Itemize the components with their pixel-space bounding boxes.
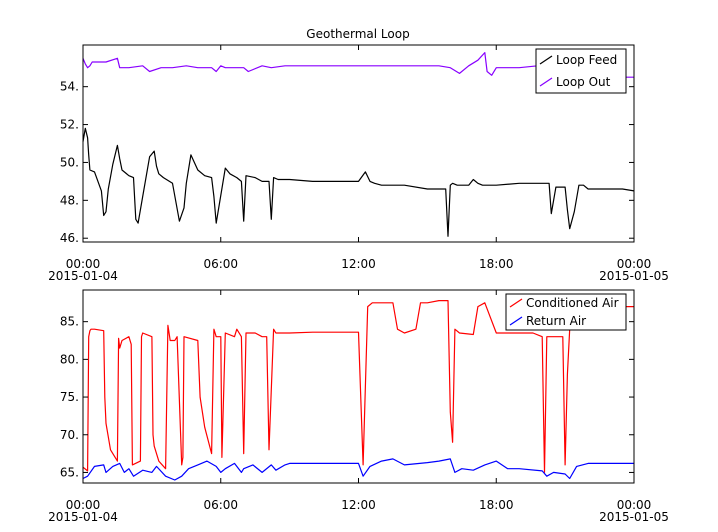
- x-tick-label: 18:00: [479, 498, 514, 512]
- x-tick-label: 00:00: [617, 498, 652, 512]
- x-date-label: 2015-01-04: [48, 510, 118, 524]
- x-tick-label: 12:00: [341, 257, 376, 271]
- y-tick-label: 65.: [60, 465, 79, 479]
- x-date-label: 2015-01-05: [599, 510, 669, 524]
- legend-swatch: [509, 298, 523, 308]
- y-tick-label: 50.: [60, 155, 79, 169]
- x-date-label: 2015-01-05: [599, 269, 669, 283]
- legend-swatch: [509, 316, 523, 326]
- y-tick-label: 80.: [60, 352, 79, 366]
- x-tick-label: 00:00: [617, 257, 652, 271]
- legend-swatch: [539, 77, 553, 87]
- legend-entry: Loop Feed: [556, 53, 617, 67]
- x-tick-label: 12:00: [341, 498, 376, 512]
- y-tick-label: 46.: [60, 231, 79, 245]
- legend-swatch: [539, 55, 553, 65]
- y-tick-label: 48.: [60, 193, 79, 207]
- y-tick-label: 52.: [60, 118, 79, 132]
- legend-entry: Conditioned Air: [526, 296, 619, 310]
- series-line-conditioned-air: [82, 300, 634, 473]
- legend-box: [505, 293, 627, 331]
- x-tick-label: 06:00: [203, 257, 238, 271]
- x-tick-label: 00:00: [66, 498, 101, 512]
- series-line-loop-feed: [82, 127, 635, 237]
- y-tick-label: 70.: [60, 428, 79, 442]
- x-tick-label: 00:00: [66, 257, 101, 271]
- series-line-return-air: [82, 458, 634, 481]
- legend-entry: Loop Out: [556, 75, 611, 89]
- y-tick-label: 85.: [60, 315, 79, 329]
- y-tick-label: 54.: [60, 80, 79, 94]
- geothermal-loop-panel: Geothermal Loop 00:00 06:00 12:00 18:00 00:0…: [48, 27, 669, 283]
- x-date-label: 2015-01-04: [48, 269, 118, 283]
- chart-title: Geothermal Loop: [306, 27, 409, 41]
- x-tick-label: 06:00: [203, 498, 238, 512]
- legend-entry: Return Air: [526, 314, 586, 328]
- y-tick-label: 75.: [60, 390, 79, 404]
- x-tick-label: 18:00: [479, 257, 514, 271]
